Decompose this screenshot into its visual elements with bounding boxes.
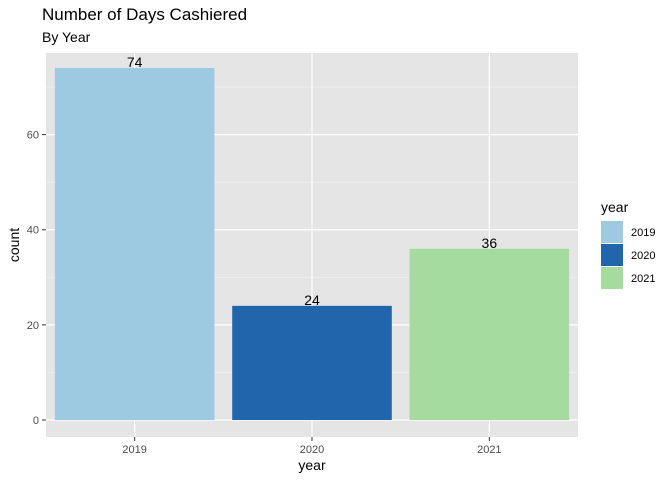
y-tick-label: 60 xyxy=(27,130,39,142)
x-axis-title: year xyxy=(298,457,326,473)
data-labels: 74 24 36 xyxy=(127,54,497,308)
x-axis: 2019 2020 2021 xyxy=(122,437,502,456)
legend-label-2020: 2020 xyxy=(631,250,655,262)
y-tick-label: 0 xyxy=(33,415,39,427)
bars xyxy=(54,68,570,420)
x-tick-label: 2020 xyxy=(300,444,324,456)
data-label-2019: 74 xyxy=(127,54,143,70)
y-tick-label: 40 xyxy=(27,225,39,237)
data-label-2021: 36 xyxy=(482,235,498,251)
y-axis-title: count xyxy=(6,228,22,262)
legend-title: year xyxy=(601,199,629,215)
chart-title: Number of Days Cashiered xyxy=(42,5,248,24)
data-label-2020: 24 xyxy=(304,292,320,308)
legend-label-2019: 2019 xyxy=(631,227,655,239)
legend-key-2021 xyxy=(601,267,623,289)
chart-subtitle: By Year xyxy=(42,29,91,45)
y-axis: 0 20 40 60 xyxy=(27,130,46,427)
legend-label-2021: 2021 xyxy=(631,273,655,285)
bar-2020 xyxy=(232,305,392,420)
x-tick-label: 2021 xyxy=(477,444,501,456)
legend-key-2020 xyxy=(601,244,623,266)
x-tick-label: 2019 xyxy=(122,444,146,456)
legend-key-2019 xyxy=(601,221,623,243)
legend: year 2019 2020 2021 xyxy=(601,199,655,289)
y-tick-label: 20 xyxy=(27,320,39,332)
bar-2019 xyxy=(54,68,215,420)
bar-2021 xyxy=(409,248,570,420)
